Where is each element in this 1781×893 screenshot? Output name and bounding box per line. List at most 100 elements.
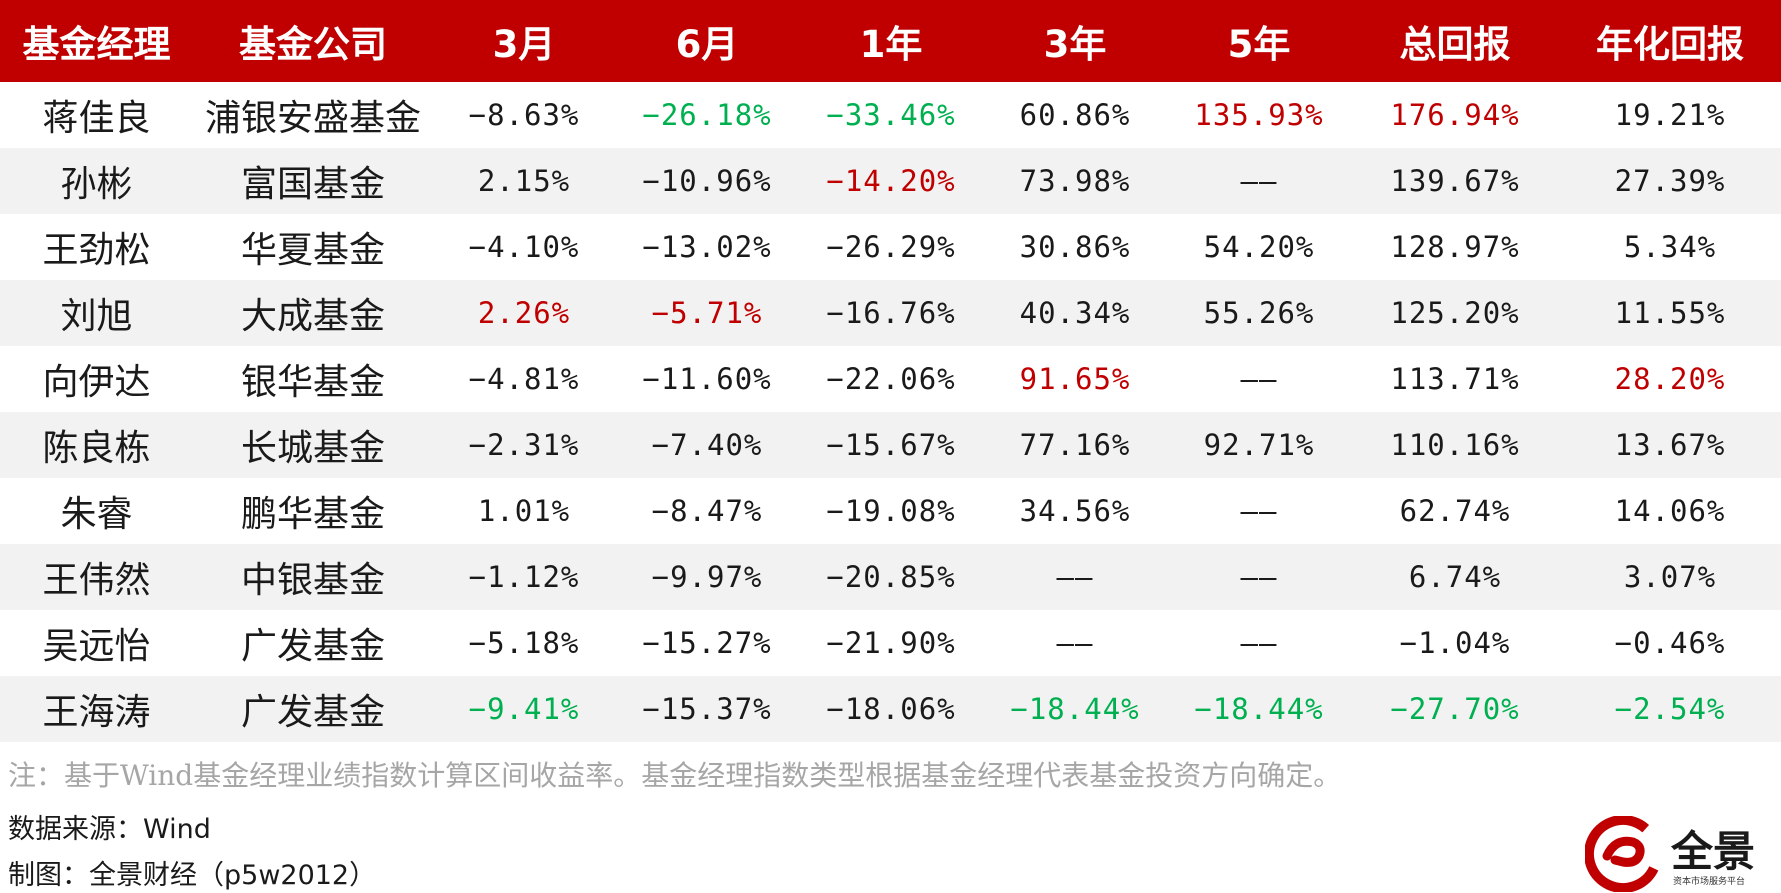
return-6m: −7.40% [651, 428, 763, 462]
manager-name: 王伟然 [42, 560, 151, 601]
annualized-return: 11.55% [1614, 296, 1726, 330]
fund-company: 广发基金 [240, 626, 385, 667]
return-3y: −18.44% [1010, 692, 1140, 726]
p5w-logo: 全景 资本市场服务平台 [1585, 816, 1775, 892]
header-3y: 3年 [1043, 23, 1107, 66]
data-source: 数据来源：Wind [8, 814, 211, 845]
table-row: 吴远怡 广发基金 −5.18% −15.27% −21.90% —— —— −1… [0, 610, 1781, 676]
table-row: 王伟然 中银基金 −1.12% −9.97% −20.85% —— —— 6.7… [0, 544, 1781, 610]
manager-name: 王劲松 [42, 230, 151, 271]
fund-company: 中银基金 [240, 560, 385, 601]
return-3y: 91.65% [1019, 362, 1131, 396]
manager-name: 朱睿 [60, 494, 133, 535]
return-3m: −5.18% [468, 626, 580, 660]
logo-tagline: 资本市场服务平台 [1673, 877, 1746, 887]
chart-credit: 制图：全景财经（p5w2012） [8, 860, 377, 891]
manager-name: 蒋佳良 [42, 98, 151, 139]
header-total-return: 总回报 [1399, 23, 1511, 66]
return-1y: −20.85% [826, 560, 956, 594]
manager-name: 陈良栋 [42, 428, 151, 469]
return-3m: −2.31% [468, 428, 580, 462]
return-3m: −1.12% [468, 560, 580, 594]
return-3y: —— [1056, 560, 1094, 594]
return-6m: −10.96% [642, 164, 772, 198]
annualized-return: 27.39% [1614, 164, 1726, 198]
return-6m: −13.02% [642, 230, 772, 264]
return-5y: 54.20% [1203, 230, 1315, 264]
fund-company: 广发基金 [240, 692, 385, 733]
fund-company: 长城基金 [240, 428, 385, 469]
p5w-logo-icon [1585, 816, 1662, 892]
header-3m: 3月 [492, 23, 556, 66]
total-return: 176.94% [1390, 98, 1520, 132]
return-3y: 30.86% [1019, 230, 1131, 264]
return-5y: —— [1240, 164, 1278, 198]
table-header-row: 基金经理 基金公司 3月 6月 1年 3年 5年 总回报 年化回报 [0, 0, 1781, 82]
table-row: 蒋佳良 浦银安盛基金 −8.63% −26.18% −33.46% 60.86%… [0, 82, 1781, 148]
total-return: 113.71% [1390, 362, 1520, 396]
return-1y: −19.08% [826, 494, 956, 528]
return-3y: 73.98% [1019, 164, 1131, 198]
return-5y: —— [1240, 560, 1278, 594]
annualized-return: 28.20% [1614, 362, 1726, 396]
return-1y: −33.46% [826, 98, 956, 132]
header-manager: 基金经理 [22, 23, 171, 66]
table-row: 朱睿 鹏华基金 1.01% −8.47% −19.08% 34.56% —— 6… [0, 478, 1781, 544]
return-3m: −8.63% [468, 98, 580, 132]
fund-company: 华夏基金 [240, 230, 385, 271]
fund-company: 银华基金 [240, 362, 385, 403]
table-row: 王海涛 广发基金 −9.41% −15.37% −18.06% −18.44% … [0, 676, 1781, 742]
table-row: 刘旭 大成基金 2.26% −5.71% −16.76% 40.34% 55.2… [0, 280, 1781, 346]
return-1y: −14.20% [826, 164, 956, 198]
annualized-return: 5.34% [1623, 230, 1717, 264]
return-3y: 34.56% [1019, 494, 1131, 528]
annualized-return: 14.06% [1614, 494, 1726, 528]
footnote: 注：基于Wind基金经理业绩指数计算区间收益率。基金经理指数类型根据基金经理代表… [8, 759, 1342, 792]
return-6m: −9.97% [651, 560, 763, 594]
return-6m: −26.18% [642, 98, 772, 132]
return-6m: −11.60% [642, 362, 772, 396]
return-1y: −22.06% [826, 362, 956, 396]
fund-company: 浦银安盛基金 [204, 98, 421, 139]
return-3m: −4.81% [468, 362, 580, 396]
return-5y: 55.26% [1203, 296, 1315, 330]
return-3y: 40.34% [1019, 296, 1131, 330]
manager-name: 王海涛 [42, 692, 151, 733]
header-annualized-return: 年化回报 [1596, 23, 1744, 66]
manager-name: 吴远怡 [42, 626, 151, 667]
return-3y: 60.86% [1019, 98, 1131, 132]
total-return: −1.04% [1399, 626, 1511, 660]
annualized-return: 19.21% [1614, 98, 1726, 132]
fund-company: 鹏华基金 [240, 494, 385, 535]
total-return: 6.74% [1408, 560, 1502, 594]
logo-text: 全景 [1671, 827, 1756, 876]
return-6m: −15.37% [642, 692, 772, 726]
table-row: 孙彬 富国基金 2.15% −10.96% −14.20% 73.98% —— … [0, 148, 1781, 214]
header-6m: 6月 [675, 23, 739, 66]
annualized-return: 13.67% [1614, 428, 1726, 462]
return-1y: −21.90% [826, 626, 956, 660]
total-return: −27.70% [1390, 692, 1520, 726]
header-company: 基金公司 [239, 23, 387, 66]
return-6m: −8.47% [651, 494, 763, 528]
fund-company: 富国基金 [240, 164, 385, 205]
return-1y: −18.06% [826, 692, 956, 726]
return-3m: −4.10% [468, 230, 580, 264]
manager-name: 向伊达 [42, 362, 151, 403]
annualized-return: 3.07% [1623, 560, 1717, 594]
table-row: 陈良栋 长城基金 −2.31% −7.40% −15.67% 77.16% 92… [0, 412, 1781, 478]
total-return: 110.16% [1390, 428, 1520, 462]
return-3y: —— [1056, 626, 1094, 660]
return-3m: 2.15% [477, 164, 571, 198]
total-return: 62.74% [1399, 494, 1511, 528]
return-5y: —— [1240, 494, 1278, 528]
header-5y: 5年 [1227, 23, 1291, 66]
return-1y: −26.29% [826, 230, 956, 264]
manager-name: 孙彬 [60, 164, 133, 205]
return-1y: −16.76% [826, 296, 956, 330]
return-3m: −9.41% [468, 692, 580, 726]
annualized-return: −2.54% [1614, 692, 1726, 726]
return-5y: 135.93% [1194, 98, 1324, 132]
return-3y: 77.16% [1019, 428, 1131, 462]
return-5y: —— [1240, 626, 1278, 660]
